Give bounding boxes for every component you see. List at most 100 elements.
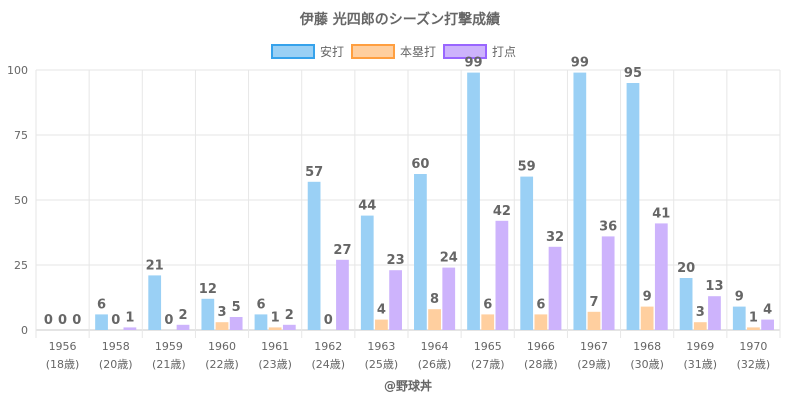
x-tick-sublabel: (18歳) <box>46 358 80 371</box>
x-tick-sublabel: (28歳) <box>524 358 558 371</box>
bar-打点-1964 <box>442 267 456 330</box>
x-tick-sublabel: (21歳) <box>152 358 186 371</box>
data-label: 36 <box>599 219 617 234</box>
data-label: 2 <box>285 308 294 323</box>
y-tick-label: 0 <box>21 324 28 337</box>
credit-text: @野球丼 <box>384 378 432 393</box>
bar-安打-1958 <box>95 314 108 330</box>
x-tick-label: 1958 <box>102 340 130 353</box>
data-label: 0 <box>111 313 120 328</box>
data-label: 6 <box>97 297 106 312</box>
data-label: 44 <box>358 199 376 214</box>
data-label: 3 <box>217 305 226 320</box>
data-label: 0 <box>164 313 173 328</box>
data-label: 23 <box>387 253 405 268</box>
x-tick-label: 1963 <box>367 340 395 353</box>
x-tick-sublabel: (24歳) <box>311 358 345 371</box>
data-label: 0 <box>324 313 333 328</box>
bar-打点-1969 <box>708 296 721 330</box>
x-tick-label: 1968 <box>633 340 661 353</box>
data-label: 6 <box>536 297 545 312</box>
x-tick-label: 1964 <box>421 340 449 353</box>
bar-本塁打-1964 <box>428 309 441 330</box>
data-label: 95 <box>624 66 642 81</box>
data-label: 0 <box>58 313 67 328</box>
bar-安打-1965 <box>467 72 480 330</box>
bar-打点-1967 <box>601 236 615 330</box>
data-label: 7 <box>589 295 598 310</box>
data-label: 13 <box>705 279 723 294</box>
x-tick-label: 1966 <box>527 340 555 353</box>
legend-item-2[interactable]: 打点 <box>443 44 516 59</box>
data-label: 42 <box>493 204 511 219</box>
bars <box>95 72 774 330</box>
x-tick-label: 1970 <box>739 340 767 353</box>
bar-安打-1968 <box>626 83 640 330</box>
bar-安打-1967 <box>573 72 587 330</box>
x-tick-sublabel: (25歳) <box>365 358 399 371</box>
y-tick-label: 75 <box>14 129 28 142</box>
bar-打点-1960 <box>229 317 243 330</box>
bar-打点-1958 <box>123 327 137 330</box>
x-tick-sublabel: (30歳) <box>630 358 664 371</box>
legend-item-0[interactable]: 安打 <box>271 44 344 59</box>
x-axis: 1956 (18歳) 1958 (20歳) 1959 (21歳) 1960 (22歳) 1961… <box>46 340 770 371</box>
bar-安打-1969 <box>679 278 693 330</box>
bar-打点-1970 <box>761 319 774 330</box>
data-label: 9 <box>643 290 652 305</box>
data-label: 57 <box>305 165 323 180</box>
data-label: 4 <box>377 303 386 318</box>
bar-本塁打-1961 <box>268 327 282 330</box>
data-label: 99 <box>464 56 482 71</box>
x-tick-sublabel: (27歳) <box>471 358 505 371</box>
x-tick-label: 1959 <box>155 340 183 353</box>
x-tick-sublabel: (22歳) <box>205 358 239 371</box>
bar-打点-1965 <box>495 220 509 330</box>
data-label: 32 <box>546 230 564 245</box>
x-tick-sublabel: (23歳) <box>258 358 292 371</box>
bar-打点-1959 <box>176 324 190 330</box>
legend-item-1[interactable]: 本塁打 <box>351 44 436 59</box>
bar-本塁打-1966 <box>534 314 548 330</box>
bar-安打-1962 <box>307 181 321 330</box>
y-tick-label: 50 <box>14 194 28 207</box>
data-label: 0 <box>44 313 53 328</box>
bar-打点-1963 <box>389 270 402 330</box>
legend-label: 安打 <box>320 44 344 59</box>
data-label: 9 <box>735 290 744 305</box>
bar-本塁打-1965 <box>481 314 495 330</box>
data-label: 24 <box>440 251 458 266</box>
data-label: 2 <box>179 308 188 323</box>
bar-安打-1959 <box>148 275 162 330</box>
bar-安打-1966 <box>520 176 534 330</box>
chart-title: 伊藤 光四郎のシーズン打撃成績 <box>299 11 500 28</box>
y-tick-label: 100 <box>7 64 28 77</box>
data-label: 21 <box>146 258 164 273</box>
y-axis: 0 25 50 75 100 <box>7 64 28 337</box>
legend-swatch <box>351 44 395 59</box>
bar-打点-1962 <box>336 259 349 330</box>
data-label: 6 <box>256 297 265 312</box>
x-tick-sublabel: (20歳) <box>99 358 133 371</box>
data-label: 1 <box>271 310 280 325</box>
data-label: 3 <box>696 305 705 320</box>
bar-安打-1960 <box>201 298 215 330</box>
x-tick-label: 1962 <box>314 340 342 353</box>
data-label: 59 <box>518 160 536 175</box>
data-label: 12 <box>199 282 217 297</box>
data-label: 5 <box>232 300 241 315</box>
bar-本塁打-1969 <box>693 322 707 330</box>
data-label: 6 <box>483 297 492 312</box>
data-label: 41 <box>652 206 670 221</box>
bar-安打-1961 <box>254 314 268 330</box>
x-tick-label: 1967 <box>580 340 608 353</box>
x-tick-sublabel: (31歳) <box>683 358 717 371</box>
data-label: 1 <box>749 310 758 325</box>
x-tick-label: 1965 <box>474 340 502 353</box>
data-label: 8 <box>430 292 439 307</box>
legend-label: 本塁打 <box>400 45 436 59</box>
y-tick-label: 25 <box>14 259 28 272</box>
bar-打点-1966 <box>548 246 562 330</box>
